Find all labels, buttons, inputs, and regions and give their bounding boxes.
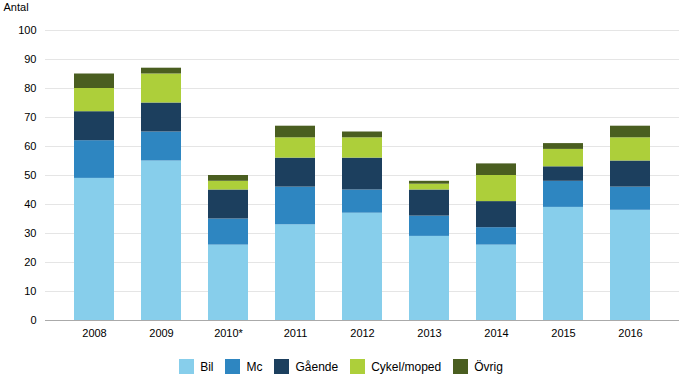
svg-text:2015: 2015 [551, 327, 575, 339]
svg-text:90: 90 [24, 53, 36, 65]
svg-text:20: 20 [24, 256, 36, 268]
svg-text:60: 60 [24, 140, 36, 152]
svg-text:2013: 2013 [417, 327, 441, 339]
svg-text:0: 0 [30, 314, 36, 326]
svg-text:30: 30 [24, 227, 36, 239]
html-text:Cykel/moped: Cykel/moped [371, 359, 442, 374]
svg-text:2011: 2011 [284, 327, 308, 339]
svg-text:100: 100 [18, 24, 36, 36]
html-text:Bil: Bil [200, 359, 214, 374]
svg-text:80: 80 [24, 82, 36, 94]
svg-text:2009: 2009 [149, 327, 173, 339]
svg-text:10: 10 [24, 285, 36, 297]
svg-text:40: 40 [24, 198, 36, 210]
html-text:Övrig: Övrig [474, 359, 503, 374]
svg-text:70: 70 [24, 111, 36, 123]
html-text:Gående: Gående [295, 359, 339, 374]
svg-text:2012: 2012 [350, 327, 374, 339]
svg-text:50: 50 [24, 169, 36, 181]
svg-text:Antal: Antal [4, 1, 29, 13]
html-text:Mc: Mc [246, 359, 263, 374]
svg-text:2016: 2016 [618, 327, 642, 339]
svg-text:2014: 2014 [484, 327, 508, 339]
svg-text:2010*: 2010* [214, 327, 243, 339]
svg-text:2008: 2008 [82, 327, 106, 339]
